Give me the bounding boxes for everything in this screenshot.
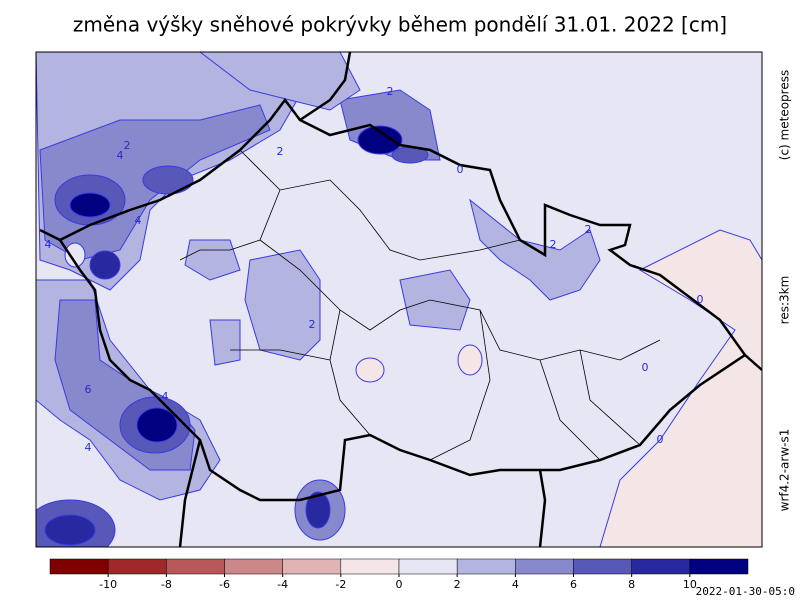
side-label: res:3km bbox=[778, 276, 792, 325]
colorbar-swatch bbox=[224, 558, 283, 575]
colorbar-tick-label: -10 bbox=[99, 578, 117, 591]
map-frame bbox=[35, 51, 763, 548]
side-labels: (c) meteopress res:3km wrf4.2-arw-s1 bbox=[778, 70, 792, 512]
contour-label: 4 bbox=[117, 149, 124, 162]
timestamp: 2022-01-30-05:0 bbox=[696, 585, 795, 598]
colorbar-tick-label: 6 bbox=[570, 578, 577, 591]
colorbar-swatch bbox=[689, 558, 749, 575]
contour-label: 2 bbox=[387, 85, 394, 98]
side-label: (c) meteopress bbox=[778, 70, 792, 160]
colorbar-swatch bbox=[340, 558, 400, 575]
snow-fields bbox=[36, 52, 762, 547]
contour-label: 4 bbox=[162, 390, 169, 403]
contour-label: 0 bbox=[457, 163, 464, 176]
side-label: wrf4.2-arw-s1 bbox=[778, 429, 792, 512]
colorbar-swatch bbox=[631, 558, 691, 575]
colorbar-swatch bbox=[166, 558, 225, 575]
contour-label: 4 bbox=[45, 238, 52, 251]
colorbar: -10 -8 -6 -4 -2 0 2 4 6 8 10 bbox=[49, 558, 749, 591]
colorbar-tick-label: -2 bbox=[335, 578, 346, 591]
colorbar-swatch bbox=[573, 558, 632, 575]
colorbar-tick-label: -4 bbox=[277, 578, 288, 591]
colorbar-tick-label: 4 bbox=[512, 578, 519, 591]
colorbar-swatch bbox=[49, 558, 109, 575]
colorbar-swatch bbox=[398, 558, 458, 575]
contour-label: 2 bbox=[585, 223, 592, 236]
colorbar-swatch bbox=[282, 558, 342, 575]
colorbar-swatch bbox=[515, 558, 574, 575]
contour-label: 4 bbox=[85, 441, 92, 454]
colorbar-tick-label: -6 bbox=[219, 578, 230, 591]
colorbar-tick-label: -8 bbox=[161, 578, 172, 591]
colorbar-swatch bbox=[107, 558, 167, 575]
title: změna výšky sněhové pokrývky během pondě… bbox=[73, 13, 727, 37]
contour-label: 2 bbox=[277, 145, 284, 158]
colorbar-tick-label: 10 bbox=[683, 578, 697, 591]
contour-label: 2 bbox=[309, 318, 316, 331]
contour-label: 0 bbox=[697, 293, 704, 306]
contour-label: 2 bbox=[550, 238, 557, 251]
colorbar-swatch bbox=[456, 558, 516, 575]
colorbar-tick-label: 2 bbox=[454, 578, 461, 591]
borders bbox=[39, 52, 762, 547]
contour-label: 2 bbox=[124, 139, 131, 152]
contour-label: 6 bbox=[85, 383, 92, 396]
contour-label: 0 bbox=[657, 433, 664, 446]
colorbar-tick-label: 8 bbox=[628, 578, 635, 591]
contour-label: 0 bbox=[642, 361, 649, 374]
contour-label: 4 bbox=[135, 214, 142, 227]
colorbar-tick-label: 0 bbox=[396, 578, 403, 591]
